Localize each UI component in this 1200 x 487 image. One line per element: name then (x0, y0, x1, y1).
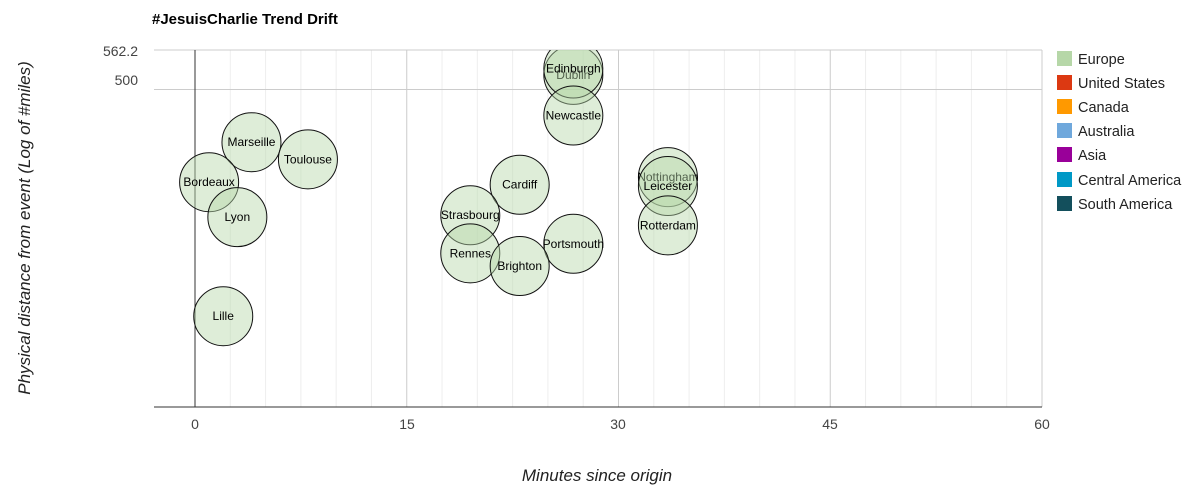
bubble[interactable]: Nottingham (637, 147, 699, 208)
bubble-circle (637, 147, 698, 208)
minor-gridlines (229, 50, 1008, 407)
bubble-label: Nottingham (637, 170, 698, 184)
y-axis-title: Physical distance from event (Log of #mi… (15, 61, 34, 395)
bubble[interactable]: Bordeaux (179, 152, 240, 213)
legend-swatch (1057, 123, 1072, 138)
legend-item-united-states[interactable]: United States (1057, 75, 1165, 92)
bubble[interactable]: Lille (193, 286, 254, 347)
legend-item-asia[interactable]: Asia (1057, 147, 1107, 164)
legend: Europe United States Canada Australia As… (1057, 51, 1182, 213)
bubble-circle (489, 154, 550, 215)
bubble-label: Strasbourg (441, 208, 500, 222)
bubble-label: Marseille (227, 135, 275, 149)
bubble-circle (543, 213, 604, 274)
bubble-label: Leicester (644, 179, 693, 193)
legend-swatch (1057, 147, 1072, 162)
x-tick-label: 60 (1034, 416, 1050, 432)
bubble[interactable]: Cardiff (489, 154, 550, 215)
legend-swatch (1057, 196, 1072, 211)
bubble[interactable]: Marseille (221, 112, 282, 173)
major-gridlines (154, 49, 1043, 407)
legend-item-south-america[interactable]: South America (1057, 196, 1173, 213)
bubble[interactable]: Lyon (207, 187, 268, 248)
x-tick-label: 0 (191, 416, 199, 432)
bubble-label: Rennes (450, 246, 491, 260)
bubble-label: Bordeaux (183, 175, 234, 189)
x-axis-title: Minutes since origin (522, 466, 672, 485)
legend-label: Europe (1078, 52, 1125, 68)
bubble-circle (193, 286, 254, 347)
legend-label: Central America (1078, 173, 1182, 189)
bubble-label: Dublin (556, 68, 590, 82)
x-tick-label: 15 (399, 416, 415, 432)
legend-swatch (1057, 172, 1072, 187)
legend-item-canada[interactable]: Canada (1057, 99, 1130, 116)
bubble-label: Rotterdam (640, 218, 696, 232)
bubble-label: Portsmouth (543, 237, 604, 251)
bubble[interactable]: Rennes (440, 223, 501, 284)
legend-swatch (1057, 75, 1072, 90)
bubble-circle (440, 223, 501, 284)
bubble[interactable]: Rotterdam (637, 195, 698, 256)
bubble[interactable]: Newcastle (543, 85, 604, 146)
bubble-circle (440, 185, 501, 246)
bubble[interactable]: Dublin (543, 45, 604, 105)
bubble-circle (543, 85, 604, 146)
legend-item-europe[interactable]: Europe (1057, 51, 1125, 68)
bubble-circle (543, 50, 604, 105)
bubble-circle (637, 195, 698, 256)
y-tick-label: 562.2 (103, 43, 138, 59)
bubble-circle (637, 156, 698, 217)
bubble-circle (179, 152, 240, 213)
x-tick-label: 30 (610, 416, 626, 432)
legend-swatch (1057, 51, 1072, 66)
bubble-circle (489, 236, 550, 297)
legend-label: Australia (1078, 124, 1135, 140)
y-tick-labels: 562.2 500 (103, 43, 138, 88)
bubble[interactable]: Portsmouth (543, 213, 604, 274)
bubble-label: Edinburgh (546, 62, 601, 76)
bubble-label: Newcastle (546, 109, 602, 123)
legend-label: South America (1078, 197, 1173, 213)
bubble[interactable]: Toulouse (277, 129, 338, 190)
bubble[interactable]: Leicester (637, 156, 698, 217)
bubble-circle (221, 112, 282, 173)
legend-label: United States (1078, 76, 1165, 92)
x-tick-label: 45 (822, 416, 838, 432)
bubble-label: Toulouse (284, 152, 332, 166)
bubble[interactable]: Strasbourg (440, 185, 501, 246)
bubble-circle (207, 187, 268, 248)
legend-label: Canada (1078, 100, 1130, 116)
bubble-circle (543, 50, 604, 99)
bubble[interactable]: Edinburgh (543, 39, 604, 99)
legend-label: Asia (1078, 148, 1107, 164)
bubble-label: Lille (213, 309, 235, 323)
bubble-label: Cardiff (502, 178, 538, 192)
bubble-label: Brighton (497, 259, 542, 273)
chart-title: #JesuisCharlie Trend Drift (152, 11, 338, 28)
legend-item-australia[interactable]: Australia (1057, 123, 1135, 140)
legend-swatch (1057, 99, 1072, 114)
legend-item-central-america[interactable]: Central America (1057, 172, 1182, 189)
y-tick-label: 500 (115, 72, 139, 88)
x-tick-labels: 0 15 30 45 60 (191, 416, 1050, 432)
bubble-label: Lyon (225, 210, 251, 224)
bubble[interactable]: Brighton (489, 236, 550, 297)
bubble-circle (277, 129, 338, 190)
